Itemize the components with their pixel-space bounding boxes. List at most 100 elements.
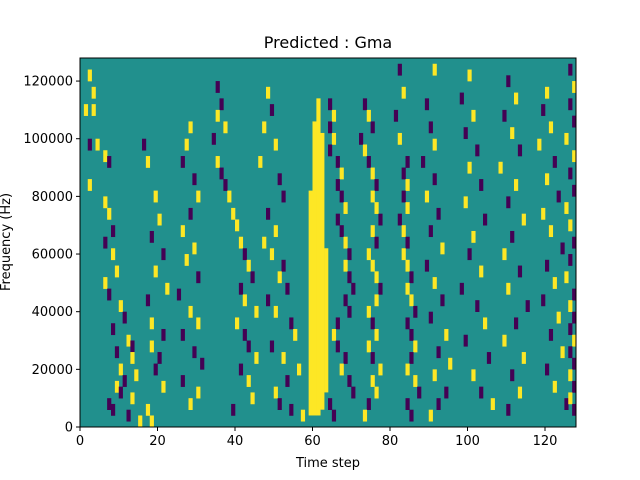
heatmap-cell xyxy=(343,352,348,364)
heatmap-cell xyxy=(331,409,337,422)
heatmap-cell xyxy=(370,225,375,238)
heatmap-cell xyxy=(572,334,577,347)
heatmap-cell xyxy=(200,357,205,370)
heatmap-cell xyxy=(432,277,437,289)
heatmap-cell xyxy=(459,92,464,105)
heatmap-cell xyxy=(564,398,569,410)
heatmap-cell xyxy=(246,259,251,272)
heatmap-cell xyxy=(378,213,383,226)
heatmap-cell xyxy=(405,259,410,272)
heatmap-cell xyxy=(269,104,275,116)
heatmap-cell xyxy=(103,277,108,289)
heatmap-cell xyxy=(196,317,201,330)
heatmap-cell xyxy=(521,213,526,226)
heatmap-cell xyxy=(130,352,135,364)
heatmap-cell xyxy=(541,207,546,220)
heatmap-cell xyxy=(436,346,441,359)
heatmap-cell xyxy=(397,63,402,76)
heatmap-cell xyxy=(405,179,410,191)
heatmap-cell xyxy=(246,340,251,353)
heatmap-cell xyxy=(153,265,158,278)
heatmap-cell xyxy=(370,352,375,364)
heatmap-cell xyxy=(293,328,298,341)
heatmap-cell xyxy=(502,248,507,261)
heatmap-cell xyxy=(560,346,565,359)
heatmap-cell xyxy=(366,340,371,353)
heatmap-cell xyxy=(572,115,577,128)
heatmap-cell xyxy=(118,386,123,399)
heatmap-cell xyxy=(91,104,96,116)
heatmap-cell xyxy=(235,317,240,330)
heatmap-cell xyxy=(467,69,472,82)
heatmap-cell xyxy=(300,409,306,422)
heatmap-cell xyxy=(335,317,340,330)
x-axis: 0 20 40 60 80 100 120 xyxy=(76,427,557,449)
heatmap-cell xyxy=(297,363,302,376)
heatmap-cell xyxy=(277,173,282,186)
heatmap-cell xyxy=(238,363,244,376)
heatmap-cell xyxy=(359,132,364,145)
heatmap-cell xyxy=(362,98,368,111)
heatmap-cell xyxy=(118,300,123,312)
heatmap-band xyxy=(324,248,329,393)
heatmap-cell xyxy=(564,132,569,145)
heatmap-cell xyxy=(564,202,569,214)
heatmap-cell xyxy=(374,179,379,191)
heatmap-cell xyxy=(471,369,476,382)
heatmap-cell xyxy=(188,398,193,410)
y-axis: 0 20000 40000 60000 80000 100000 120000 xyxy=(23,75,80,436)
heatmap-cell xyxy=(227,190,232,203)
heatmap-cell xyxy=(510,230,515,243)
heatmap-cell xyxy=(192,173,197,186)
heatmap-cell xyxy=(525,300,530,312)
heatmap-cell xyxy=(215,156,220,168)
y-tick-label: 80000 xyxy=(32,190,73,205)
x-tick-label: 80 xyxy=(382,434,399,449)
heatmap-cell xyxy=(475,144,480,157)
heatmap-cell xyxy=(436,207,441,220)
heatmap-cell xyxy=(180,156,185,168)
heatmap-cell xyxy=(471,109,476,122)
heatmap-cell xyxy=(572,403,577,416)
heatmap-cell xyxy=(552,156,557,168)
heatmap-cell xyxy=(254,352,259,364)
heatmap-cell xyxy=(149,317,154,330)
heatmap-cell xyxy=(568,167,573,180)
heatmap-cell xyxy=(548,121,554,134)
heatmap-cell xyxy=(514,179,519,191)
heatmap-cell xyxy=(568,392,573,405)
heatmap-cell xyxy=(107,288,112,301)
heatmap-cell xyxy=(463,334,468,347)
heatmap-cell xyxy=(370,375,375,387)
heatmap-cell xyxy=(459,282,464,295)
heatmap-cell xyxy=(409,294,414,307)
heatmap-cell xyxy=(235,219,240,232)
heatmap-cell xyxy=(401,86,406,99)
heatmap-cell xyxy=(196,386,201,399)
heatmap-cell xyxy=(510,369,515,382)
heatmap-cell xyxy=(83,104,89,116)
heatmap-cell xyxy=(413,340,418,353)
heatmap-cell xyxy=(572,184,577,197)
heatmap-cell xyxy=(242,328,247,341)
heatmap-cell xyxy=(467,248,472,261)
heatmap-cell xyxy=(87,69,92,82)
heatmap-cell xyxy=(196,271,201,284)
heatmap-cell xyxy=(347,305,352,318)
heatmap-cell xyxy=(223,179,228,191)
heatmap-cell xyxy=(545,173,550,186)
heatmap-cell xyxy=(568,369,573,382)
heatmap-cell xyxy=(479,386,484,399)
axes-frame xyxy=(79,57,577,428)
heatmap-cell xyxy=(114,346,120,359)
heatmap-cell xyxy=(165,282,170,295)
heatmap-cell xyxy=(111,403,116,416)
heatmap-cell xyxy=(238,236,244,249)
heatmap-cell xyxy=(328,98,333,111)
heatmap-cell xyxy=(262,121,267,134)
heatmap-cell xyxy=(366,398,371,410)
heatmap-cell xyxy=(91,86,96,99)
heatmap-cell xyxy=(405,398,410,410)
heatmap-cell xyxy=(545,86,550,99)
heatmap-cell xyxy=(149,415,154,428)
